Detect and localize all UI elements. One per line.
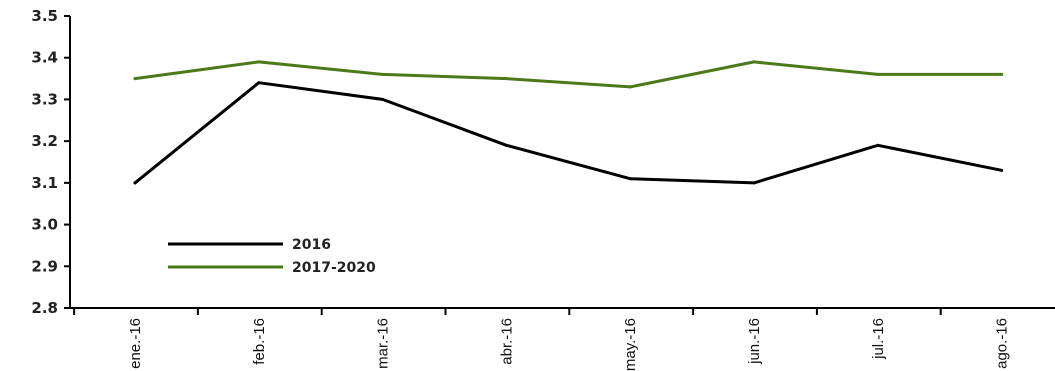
data-point <box>628 85 632 89</box>
data-point <box>504 77 508 81</box>
y-tick-label: 2.8 <box>31 299 58 317</box>
data-point <box>1000 168 1004 172</box>
data-point <box>257 60 261 64</box>
y-tick-label: 3.4 <box>31 49 58 67</box>
x-tick-label: jul.-16 <box>870 318 887 360</box>
y-axis-ticks: 2.8 2.9 3.0 3.1 3.2 3.3 3.4 3.5 <box>31 7 70 317</box>
legend-label: 2016 <box>292 237 331 253</box>
data-point <box>1000 72 1004 76</box>
x-tick-label: mar.-16 <box>375 318 392 369</box>
data-point <box>752 181 756 185</box>
data-point <box>876 72 880 76</box>
y-tick-label: 3.3 <box>31 90 58 108</box>
series-line-2 <box>133 60 1004 89</box>
chart-legend: 2016 2017-2020 <box>168 237 376 276</box>
data-point <box>504 143 508 147</box>
x-tick-label: jun.-16 <box>746 318 763 365</box>
y-tick-label: 3.2 <box>31 132 58 150</box>
x-tick-label: feb.-16 <box>251 318 268 365</box>
x-tick-label: ene.-16 <box>127 318 144 369</box>
chart-axes <box>69 16 1055 309</box>
y-tick-label: 3.5 <box>31 7 58 25</box>
series-line-1 <box>133 81 1004 185</box>
x-tick-label: ago.-16 <box>994 318 1011 369</box>
data-point <box>752 60 756 64</box>
data-point <box>628 177 632 181</box>
y-tick-label: 3.1 <box>31 174 58 192</box>
chart-series <box>133 60 1004 185</box>
data-point <box>381 72 385 76</box>
x-tick-label: abr.-16 <box>498 318 515 365</box>
data-point <box>876 143 880 147</box>
data-point <box>257 81 261 85</box>
x-axis-ticks: ene.-16 feb.-16 mar.-16 abr.-16 may.-16 jun.-… <box>73 308 1011 371</box>
x-tick-label: may.-16 <box>622 318 639 371</box>
data-point <box>381 97 385 101</box>
data-point <box>133 77 137 81</box>
legend-label: 2017-2020 <box>292 260 376 276</box>
data-point <box>133 181 137 185</box>
y-tick-label: 3.0 <box>31 216 58 234</box>
y-tick-label: 2.9 <box>31 257 58 275</box>
